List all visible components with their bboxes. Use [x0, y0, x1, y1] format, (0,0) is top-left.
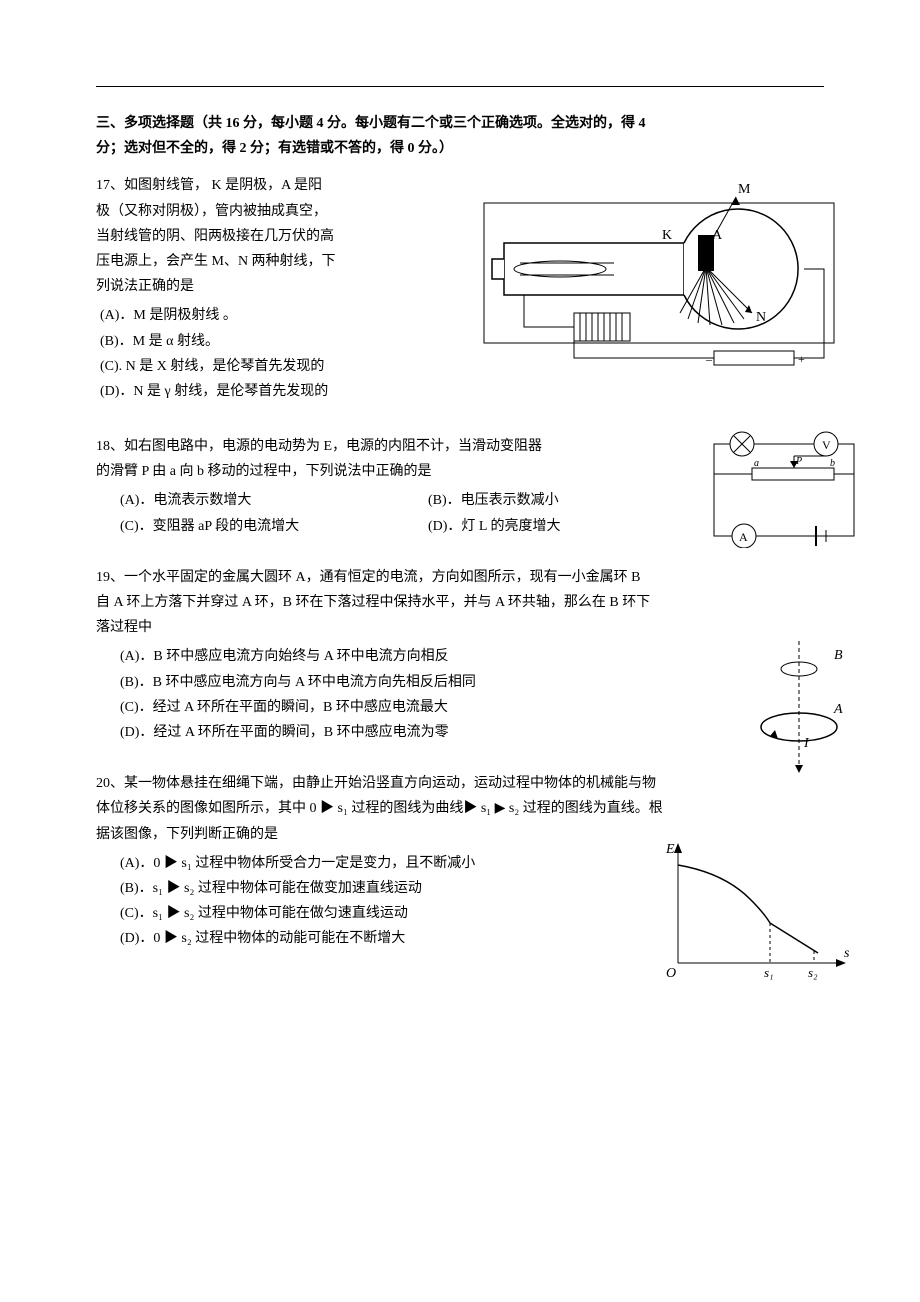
- q20-label-O: O: [666, 966, 676, 981]
- section-title: 三、多项选择题（共 16 分，每小题 4 分。每小题有二个或三个正确选项。全选对…: [96, 111, 824, 161]
- q19-l1: 一个水平固定的金属大圆环 A，通有恒定的电流，方向如图所示，现有一小金属环 B: [124, 570, 640, 585]
- q20-label-s: s: [844, 946, 850, 961]
- q20-l2: 体位移关系的图像如图所示，其中 0 ▶ s₁ 过程的图线为曲线▶ s₁ ▶ s₂…: [96, 801, 663, 816]
- q19-label-I: I: [803, 736, 810, 751]
- q17-l5: 列说法正确的是: [96, 279, 194, 294]
- q18-label-V: V: [822, 438, 831, 452]
- q19-options: (A)．B 环中感应电流方向始终与 A 环中电流方向相反 (B)．B 环中感应电…: [100, 644, 824, 745]
- q19-l3: 落过程中: [96, 620, 152, 635]
- q19-num: 19、: [96, 570, 124, 585]
- q17-figure: K A M N: [464, 163, 864, 383]
- q17-l2: 极（又称对阴极），管内被抽成真空，: [96, 204, 327, 219]
- q19-label-B: B: [834, 648, 843, 663]
- q19-C: (C)．经过 A 环所在平面的瞬间，B 环中感应电流最大: [120, 695, 824, 720]
- q18-l2: 的滑臂 P 由 a 向 b 移动的过程中，下列说法中正确的是: [96, 464, 431, 479]
- q18-label-a: a: [754, 458, 759, 469]
- exam-page: 三、多项选择题（共 16 分，每小题 4 分。每小题有二个或三个正确选项。全选对…: [0, 0, 920, 1302]
- question-17: 17、如图射线管， K 是阴极，A 是阳 极（又称对阴极），管内被抽成真空， 当…: [96, 173, 824, 404]
- q18-label-b: b: [830, 458, 835, 469]
- q19-D: (D)．经过 A 环所在平面的瞬间，B 环中感应电流为零: [120, 720, 824, 745]
- q20-l1: 某一物体悬挂在细绳下端，由静止开始沿竖直方向运动，运动过程中物体的机械能与物: [124, 776, 656, 791]
- q20-num: 20、: [96, 776, 124, 791]
- question-20: 20、某一物体悬挂在细绳下端，由静止开始沿竖直方向运动，运动过程中物体的机械能与…: [96, 771, 824, 951]
- q17-label-K: K: [662, 228, 672, 243]
- q19-B: (B)．B 环中感应电流方向与 A 环中电流方向先相反后相同: [120, 670, 824, 695]
- q17-l3: 当射线管的阴、阳两极接在几万伏的高: [96, 229, 334, 244]
- q19-A: (A)．B 环中感应电流方向始终与 A 环中电流方向相反: [120, 644, 824, 669]
- question-18: 18、如右图电路中，电源的电动势为 E，电源的内阻不计，当滑动变阻器 的滑臂 P…: [96, 434, 824, 539]
- header-rule: [96, 86, 824, 87]
- q20-stem: 20、某一物体悬挂在细绳下端，由静止开始沿竖直方向运动，运动过程中物体的机械能与…: [96, 771, 824, 847]
- q17-label-M: M: [738, 182, 751, 197]
- q18-num: 18、: [96, 439, 124, 454]
- q20-label-E: E: [665, 842, 675, 857]
- question-19: 19、一个水平固定的金属大圆环 A，通有恒定的电流，方向如图所示，现有一小金属环…: [96, 565, 824, 745]
- q19-label-A: A: [833, 702, 843, 717]
- q18-stem: 18、如右图电路中，电源的电动势为 E，电源的内阻不计，当滑动变阻器 的滑臂 P…: [96, 434, 656, 484]
- q17-stem: 17、如图射线管， K 是阴极，A 是阳 极（又称对阴极），管内被抽成真空， 当…: [96, 173, 396, 299]
- svg-text:+: +: [798, 352, 805, 366]
- q18-A: (A)．电流表示数增大: [120, 488, 380, 513]
- q17-l4: 压电源上，会产生 M、N 两种射线，下: [96, 254, 336, 269]
- q18-figure: V a b P A: [704, 428, 864, 548]
- svg-text:–: –: [705, 352, 713, 366]
- q20-label-s1: s₁: [764, 965, 774, 980]
- q19-stem: 19、一个水平固定的金属大圆环 A，通有恒定的电流，方向如图所示，现有一小金属环…: [96, 565, 824, 641]
- q18-D: (D)．灯 L 的亮度增大: [428, 514, 560, 539]
- q18-B: (B)．电压表示数减小: [428, 488, 559, 513]
- q18-label-A: A: [739, 530, 748, 544]
- q19-l2: 自 A 环上方落下并穿过 A 环，B 环在下落过程中保持水平，并与 A 环共轴，…: [96, 595, 650, 610]
- q20-figure: E s O s₁ s₂: [654, 837, 854, 987]
- section-title-line2: 分；选对但不全的，得 2 分；有选错或不答的，得 0 分。）: [96, 141, 453, 156]
- section-title-line1: 三、多项选择题（共 16 分，每小题 4 分。每小题有二个或三个正确选项。全选对…: [96, 116, 646, 131]
- q18-C: (C)．变阻器 aP 段的电流增大: [120, 514, 380, 539]
- q18-label-P: P: [795, 456, 802, 467]
- q19-figure: B A I: [744, 635, 854, 775]
- q18-l1: 如右图电路中，电源的电动势为 E，电源的内阻不计，当滑动变阻器: [124, 439, 542, 454]
- q20-label-s2: s₂: [808, 965, 818, 980]
- q20-l3: 据该图像，下列判断正确的是: [96, 827, 278, 842]
- q17-l1: 如图射线管， K 是阴极，A 是阳: [124, 178, 322, 193]
- q17-num: 17、: [96, 178, 124, 193]
- q17-label-N: N: [756, 310, 766, 325]
